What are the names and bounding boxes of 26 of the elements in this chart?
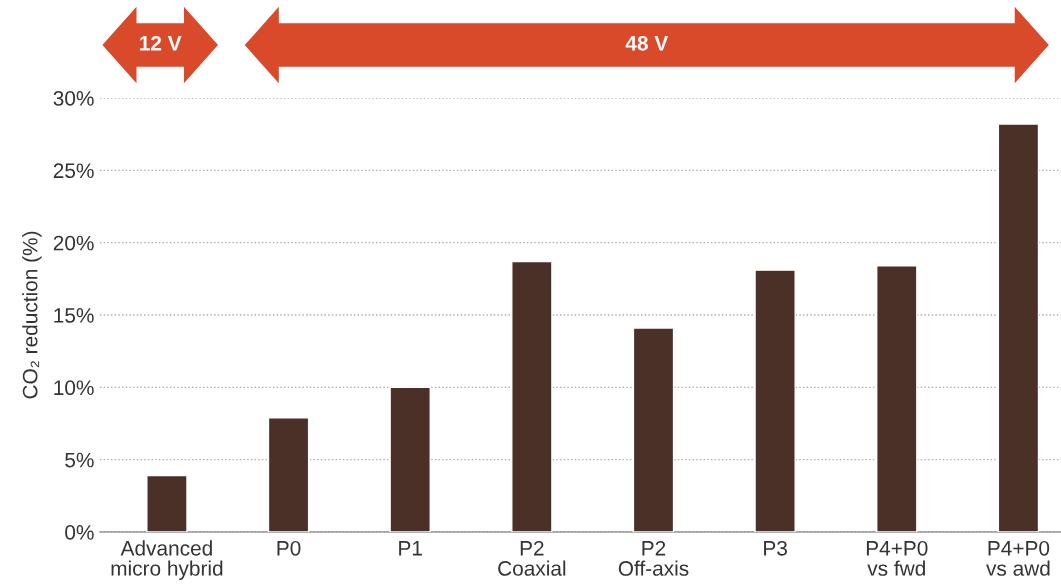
y-tick-label: 0% bbox=[65, 525, 94, 540]
bar bbox=[876, 265, 918, 532]
x-tick-label: P4+P0 vs fwd bbox=[866, 540, 928, 576]
bar bbox=[389, 386, 431, 532]
bar bbox=[997, 123, 1040, 532]
y-tick-label: 5% bbox=[65, 452, 94, 468]
x-tick-label: P2 Coaxial bbox=[498, 540, 566, 576]
x-tick-label: P2 Off-axis bbox=[618, 540, 689, 576]
bar bbox=[267, 417, 310, 532]
bar bbox=[511, 260, 553, 532]
y-tick-label: 10% bbox=[54, 380, 94, 396]
text: 48 V bbox=[625, 35, 669, 51]
x-tick-label: P3 bbox=[764, 540, 787, 556]
bar bbox=[632, 327, 675, 532]
y-tick-label: 20% bbox=[53, 235, 94, 251]
x-tick-label: P1 bbox=[399, 541, 422, 556]
y-tick-label: 25% bbox=[53, 163, 94, 179]
x-tick-label: P4+P0 vs awd bbox=[986, 540, 1050, 576]
y-tick-label: 15% bbox=[54, 308, 94, 323]
y-axis-title: CO₂ reduction (%) bbox=[22, 231, 42, 399]
bar bbox=[146, 474, 188, 532]
text: 12 V bbox=[140, 35, 182, 51]
y-tick-label: 30% bbox=[53, 91, 94, 106]
bar bbox=[754, 269, 796, 532]
x-tick-label: Advanced micro hybrid bbox=[111, 540, 223, 580]
x-tick-label: P0 bbox=[277, 540, 301, 556]
